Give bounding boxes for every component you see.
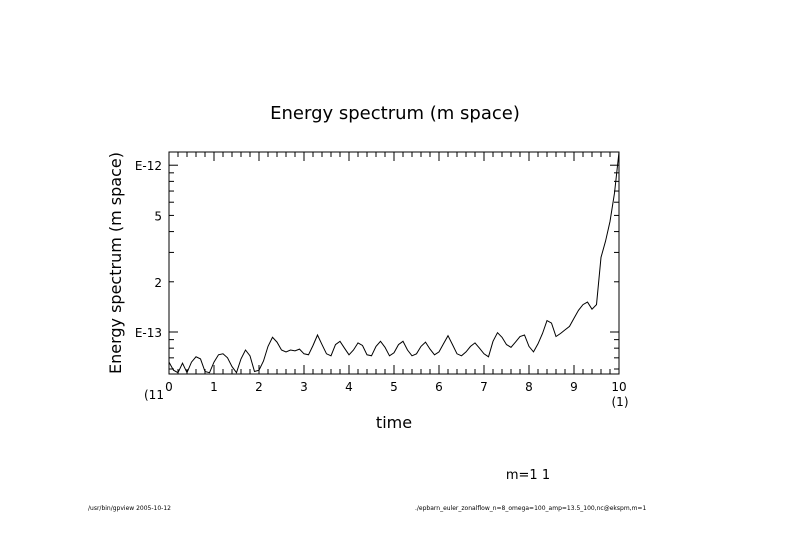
y-axis-ticks: E-12 5 2 E-13: [135, 159, 162, 340]
x-tick-label: 5: [390, 380, 398, 394]
x-tick-label: 8: [525, 380, 533, 394]
x-tick-label: 4: [345, 380, 353, 394]
x-tick-label: 2: [255, 380, 263, 394]
x-tick-label: 10: [611, 380, 626, 394]
y-tick-label: 5: [154, 209, 162, 223]
y-tick-label: 2: [154, 276, 162, 290]
footer-right: ./epbarn_euler_zonalflow_n=8_omega=100_a…: [415, 505, 646, 512]
x-tick-label: 6: [435, 380, 443, 394]
series-layer: [168, 151, 620, 374]
chart-title: Energy spectrum (m space): [270, 103, 520, 124]
footer-left: /usr/bin/gpview 2005-10-12: [88, 505, 171, 512]
plot-frame: [168, 151, 620, 375]
x-scale-note-left: (11: [144, 388, 164, 402]
y-tick-label: E-12: [135, 159, 162, 173]
y-axis-label: Energy spectrum (m space): [106, 152, 125, 374]
x-tick-label: 0: [165, 380, 173, 394]
y-minor-ticks: [169, 164, 619, 370]
series-line: [168, 151, 620, 374]
x-axis-label: time: [376, 413, 412, 432]
x-tick-label: 3: [300, 380, 308, 394]
x-axis-ticks: 0 1 2 3 4 5 6 7 8 9 10: [165, 380, 626, 394]
x-tick-label: 9: [570, 380, 578, 394]
legend-label: m=1 1: [506, 468, 550, 483]
x-tick-label: 7: [480, 380, 488, 394]
x-scale-note-right: (1): [612, 395, 629, 409]
x-minor-ticks: [168, 152, 620, 374]
y-tick-label: E-13: [135, 326, 162, 340]
x-tick-label: 1: [210, 380, 218, 394]
